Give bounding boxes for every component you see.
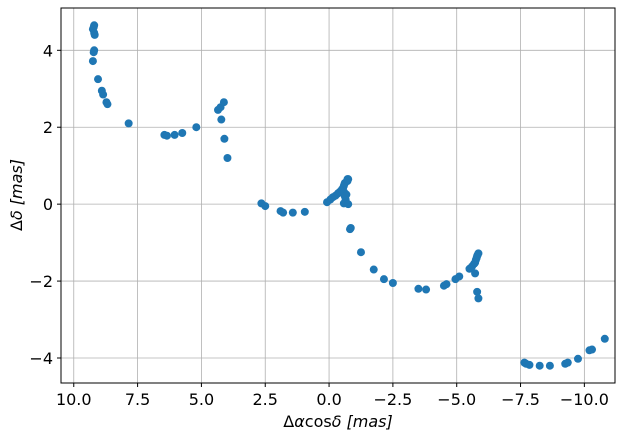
data-point bbox=[573, 354, 582, 363]
data-point bbox=[220, 134, 229, 143]
data-point bbox=[300, 207, 309, 216]
y-tick-label: 2 bbox=[43, 118, 53, 137]
data-point bbox=[345, 225, 354, 234]
y-axis-label-var: δ bbox=[7, 210, 26, 220]
x-tick-label: −5.0 bbox=[437, 390, 476, 409]
data-point bbox=[600, 334, 609, 343]
data-point bbox=[217, 115, 226, 124]
data-point bbox=[471, 269, 480, 278]
data-point bbox=[442, 280, 451, 289]
data-point bbox=[535, 361, 544, 370]
data-point bbox=[90, 30, 99, 39]
data-point bbox=[103, 100, 112, 109]
data-point bbox=[525, 360, 534, 369]
x-axis-label-cos: cos bbox=[305, 412, 332, 431]
x-tick-label: −10.0 bbox=[560, 390, 609, 409]
data-point bbox=[219, 98, 228, 107]
data-point bbox=[422, 285, 431, 294]
data-point bbox=[369, 265, 378, 274]
x-axis-label-delta2: δ bbox=[332, 412, 342, 431]
data-point bbox=[563, 358, 572, 367]
x-axis-label-alpha: α bbox=[294, 412, 305, 431]
data-point bbox=[124, 119, 133, 128]
data-point bbox=[588, 345, 597, 354]
data-point bbox=[94, 75, 103, 84]
plot-frame bbox=[60, 7, 616, 384]
data-point bbox=[545, 361, 554, 370]
data-point bbox=[455, 272, 464, 281]
data-point bbox=[170, 130, 179, 139]
data-point bbox=[223, 154, 232, 162]
grid-lines bbox=[61, 8, 615, 383]
data-point bbox=[344, 175, 353, 184]
x-axis-label: Δαcosδ [mas] bbox=[283, 412, 392, 431]
y-axis-label-delta: Δ bbox=[7, 220, 26, 231]
data-point bbox=[388, 279, 397, 287]
data-point bbox=[473, 287, 482, 296]
data-point bbox=[340, 192, 349, 201]
data-point bbox=[474, 249, 483, 258]
x-tick-label: 0.0 bbox=[316, 390, 341, 409]
x-tick-label: −2.5 bbox=[373, 390, 412, 409]
x-tick-label: 5.0 bbox=[189, 390, 214, 409]
data-point bbox=[162, 131, 171, 140]
data-point bbox=[178, 129, 187, 137]
x-tick-label: −7.5 bbox=[501, 390, 540, 409]
y-tick-label: −2 bbox=[29, 272, 53, 291]
data-point bbox=[88, 57, 97, 66]
y-axis-ticks: 4 2 0 −2 −4 bbox=[29, 41, 61, 368]
x-axis-label-unit: [mas] bbox=[347, 412, 393, 431]
y-axis-label-unit: [mas] bbox=[7, 159, 26, 205]
data-point bbox=[344, 200, 353, 209]
x-axis-ticks: 10.0 7.5 5.0 2.5 0.0 −2.5 −5.0 −7.5 −10.0 bbox=[56, 383, 609, 409]
x-tick-label: 10.0 bbox=[56, 390, 92, 409]
y-tick-label: −4 bbox=[29, 349, 53, 368]
data-point bbox=[356, 248, 365, 257]
y-tick-label: 4 bbox=[43, 41, 53, 60]
data-point bbox=[261, 202, 270, 211]
y-axis-label: Δδ [mas] bbox=[7, 159, 26, 231]
data-points bbox=[88, 21, 609, 370]
data-point bbox=[89, 48, 98, 57]
data-point bbox=[99, 90, 108, 99]
data-point bbox=[192, 123, 201, 132]
data-point bbox=[279, 208, 288, 217]
data-point bbox=[288, 208, 297, 217]
x-axis-label-delta: Δ bbox=[283, 412, 294, 431]
data-point bbox=[379, 275, 388, 284]
x-tick-label: 2.5 bbox=[253, 390, 278, 409]
y-tick-label: 0 bbox=[43, 195, 53, 214]
x-tick-label: 7.5 bbox=[125, 390, 150, 409]
data-point bbox=[474, 294, 483, 303]
data-point bbox=[414, 284, 423, 293]
